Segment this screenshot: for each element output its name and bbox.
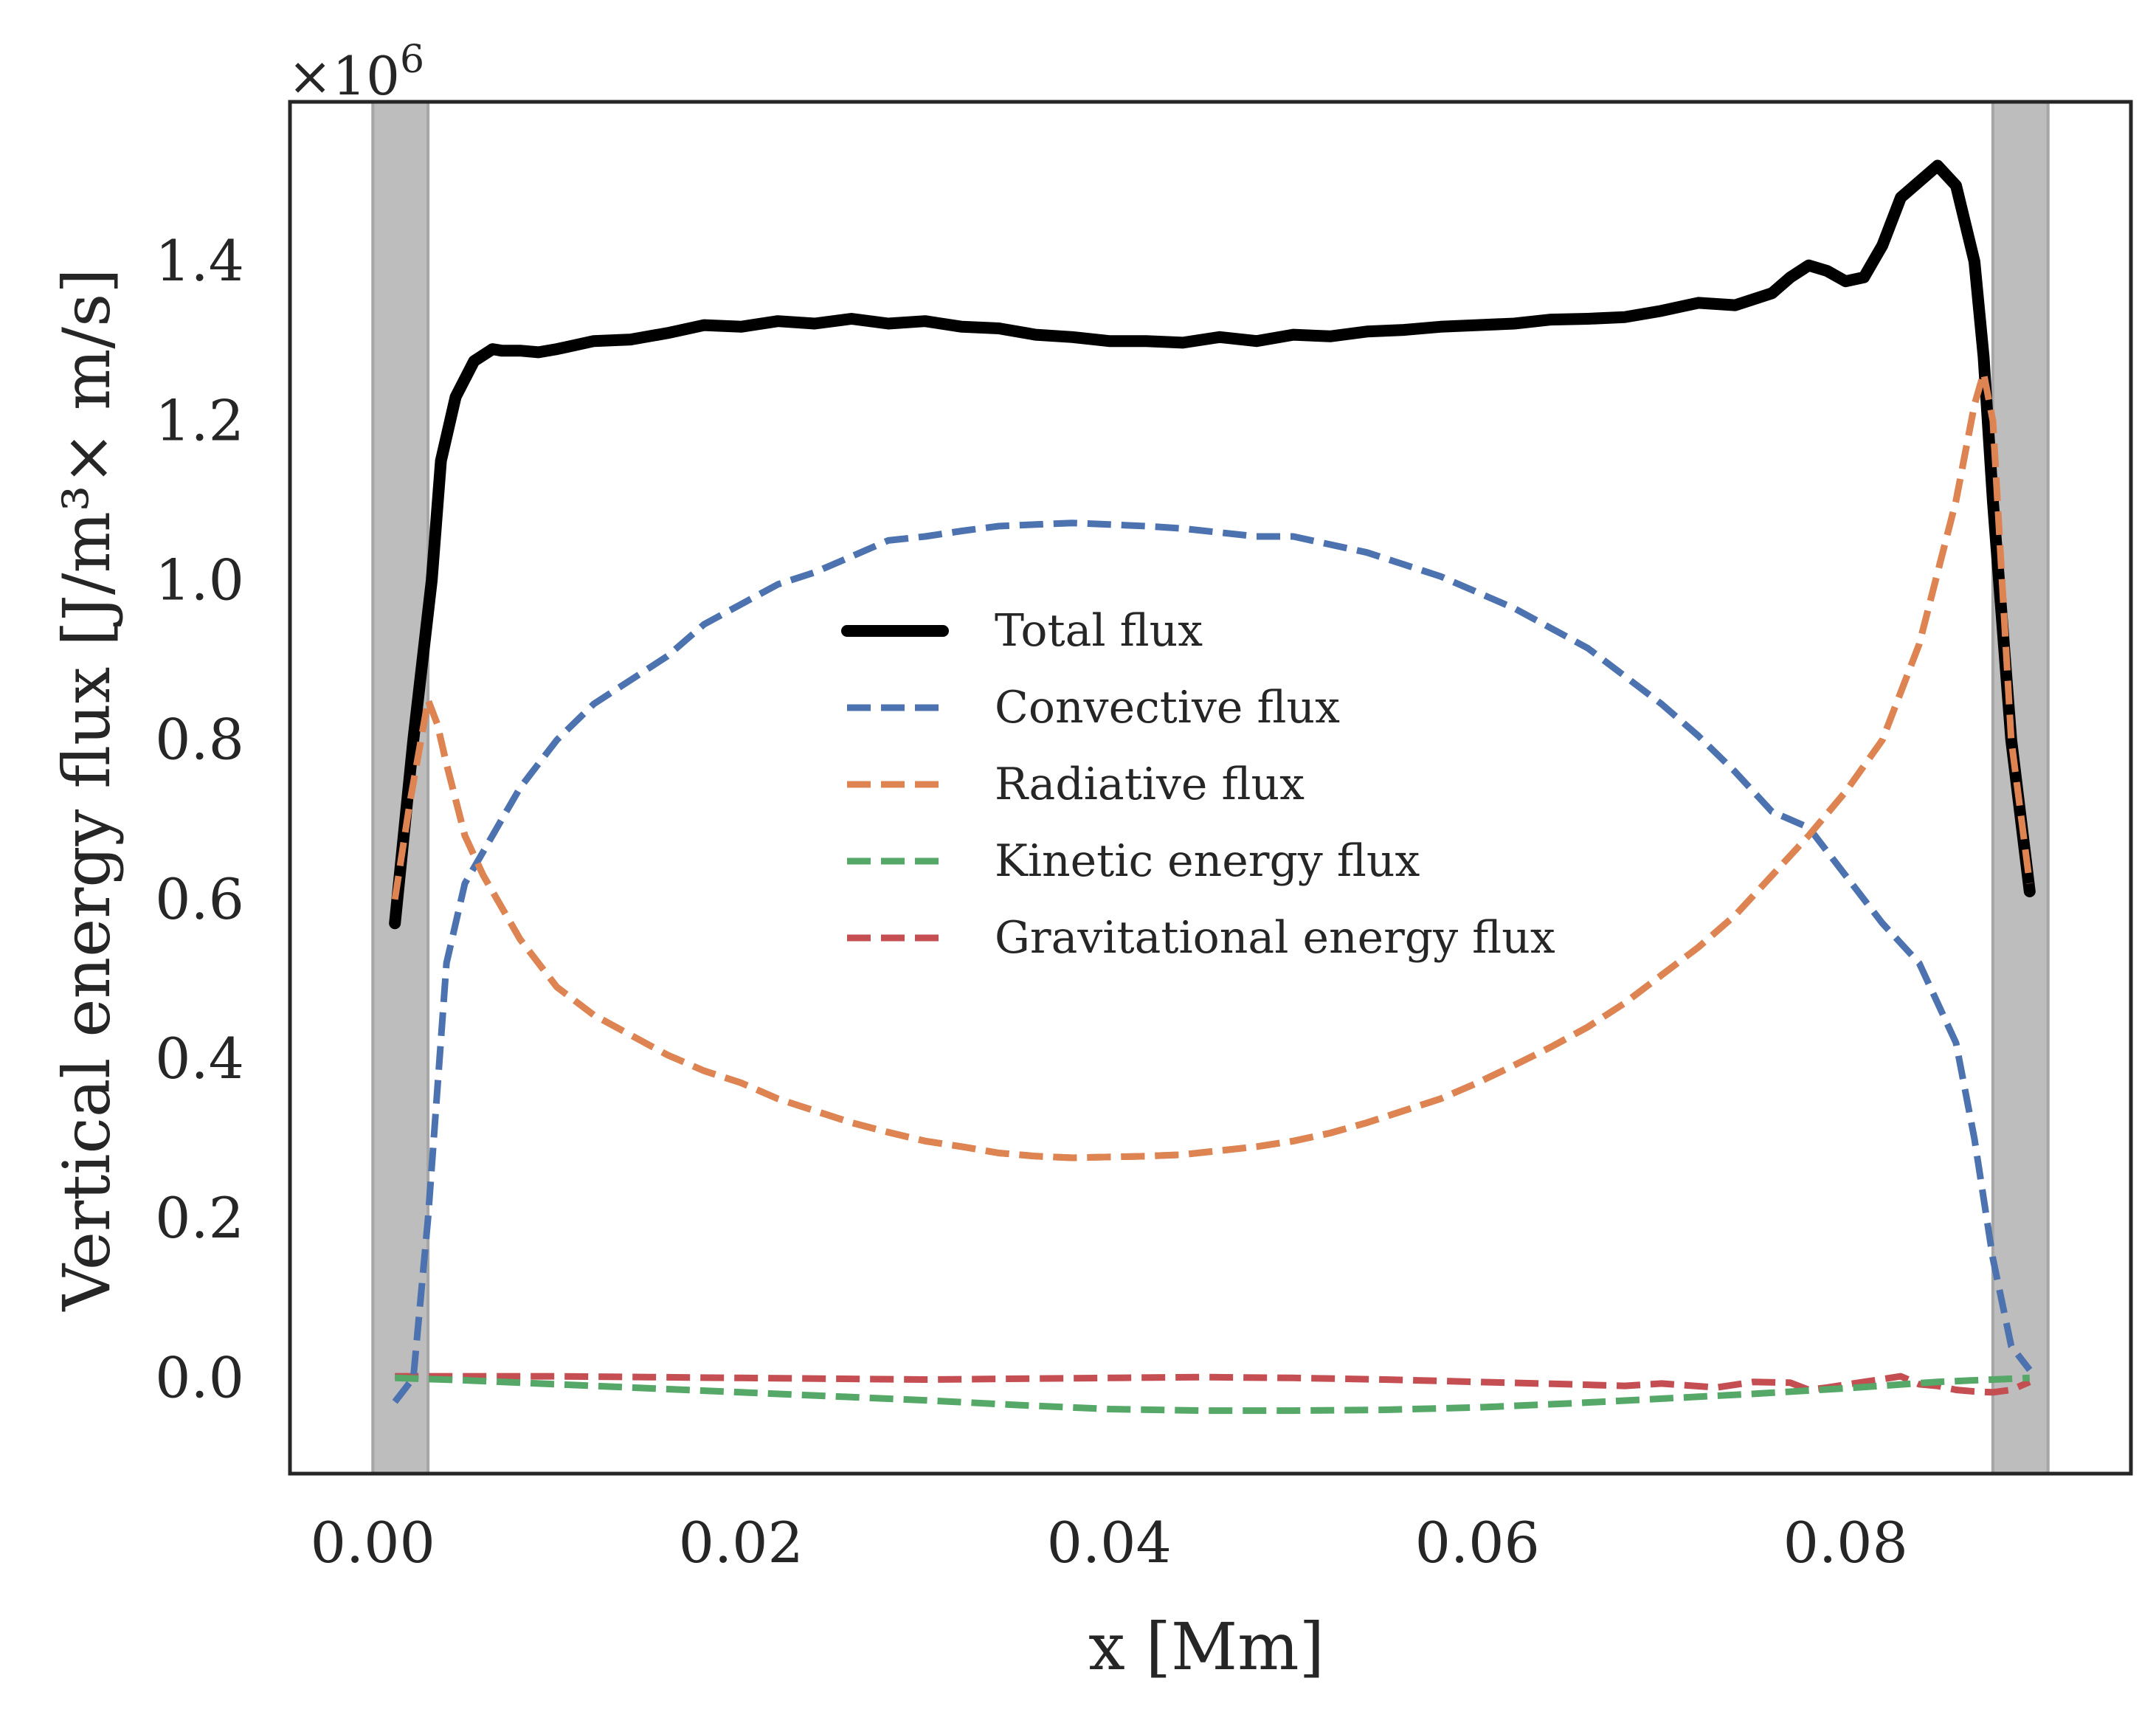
- legend-label: Gravitational energy flux: [995, 912, 1555, 964]
- legend-label: Kinetic energy flux: [995, 835, 1420, 887]
- series-line-convective-flux: [392, 519, 2033, 1404]
- y-tick-label: 0.8: [155, 707, 244, 773]
- y-tick-label: 0.6: [155, 866, 244, 932]
- series-lines: [389, 159, 2036, 1415]
- y-axis-label: Vertical energy flux [J/m³× m/s]: [49, 268, 125, 1311]
- y-offset-label: ×106: [288, 38, 424, 107]
- x-tick-label: 0.06: [1415, 1510, 1540, 1575]
- y-offset-base: ×10: [288, 45, 400, 107]
- x-tick-label: 0.00: [311, 1510, 435, 1575]
- series-line-gravitational-energy-flux: [395, 1373, 2031, 1396]
- y-tick-label: 1.4: [155, 228, 244, 294]
- y-tick-label: 0.0: [155, 1344, 244, 1410]
- legend-label: Radiative flux: [995, 759, 1305, 810]
- legend-label: Total flux: [995, 605, 1203, 657]
- y-ticks: 0.0 0.2 0.4 0.6 0.8 1.0 1.2 1.4: [155, 228, 244, 1410]
- shaded-region: [371, 100, 430, 1475]
- legend: Total flux Convective flux Radiative flux K…: [841, 605, 1555, 964]
- x-axis-label: x [Mm]: [1088, 1609, 1324, 1685]
- x-ticks: 0.00 0.02 0.04 0.06 0.08: [311, 1510, 1908, 1575]
- y-tick-label: 0.2: [155, 1185, 244, 1251]
- x-tick-label: 0.08: [1783, 1510, 1908, 1575]
- y-tick-label: 1.2: [155, 387, 244, 453]
- x-tick-label: 0.02: [679, 1510, 804, 1575]
- y-tick-label: 0.4: [155, 1026, 244, 1091]
- legend-label: Convective flux: [995, 682, 1340, 733]
- series-line-total-flux: [389, 159, 2036, 930]
- series-line-radiative-flux-overlay: [391, 372, 2034, 1161]
- y-tick-label: 1.0: [155, 547, 244, 612]
- x-tick-label: 0.04: [1047, 1510, 1172, 1575]
- series-line-kinetic-energy-flux: [395, 1374, 2030, 1415]
- plot-frame: [288, 100, 2133, 1476]
- y-offset-exponent: 6: [400, 38, 424, 82]
